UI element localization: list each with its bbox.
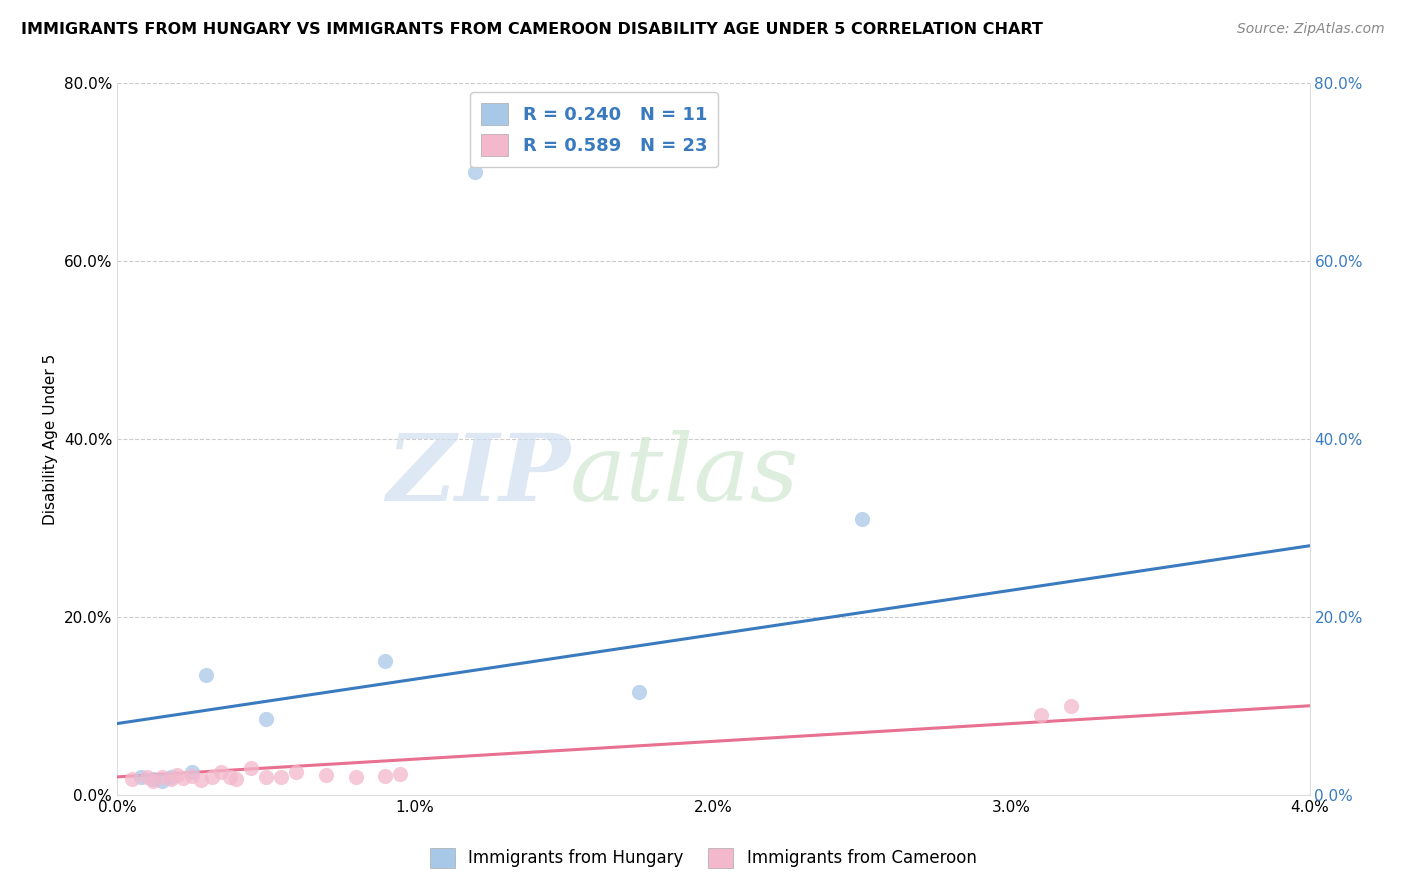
Point	[225, 772, 247, 786]
Point	[254, 770, 277, 784]
Point	[142, 772, 165, 786]
Point	[150, 770, 173, 784]
Point	[121, 772, 143, 786]
Legend: R = 0.240   N = 11, R = 0.589   N = 23: R = 0.240 N = 11, R = 0.589 N = 23	[470, 93, 718, 167]
Point	[627, 685, 650, 699]
Point	[166, 768, 188, 782]
Point	[284, 765, 307, 780]
Point	[142, 774, 165, 789]
Point	[135, 770, 157, 784]
Point	[851, 512, 873, 526]
Point	[180, 765, 202, 780]
Point	[195, 667, 218, 681]
Point	[254, 712, 277, 726]
Point	[209, 765, 232, 780]
Point	[150, 774, 173, 789]
Point	[180, 769, 202, 783]
Point	[219, 770, 242, 784]
Text: Source: ZipAtlas.com: Source: ZipAtlas.com	[1237, 22, 1385, 37]
Point	[159, 772, 181, 786]
Point	[270, 770, 292, 784]
Point	[190, 773, 212, 788]
Point	[344, 770, 367, 784]
Text: ZIP: ZIP	[385, 430, 571, 520]
Point	[201, 770, 224, 784]
Point	[315, 768, 337, 782]
Point	[374, 769, 396, 783]
Point	[240, 761, 263, 775]
Legend: Immigrants from Hungary, Immigrants from Cameroon: Immigrants from Hungary, Immigrants from…	[423, 841, 983, 875]
Point	[389, 767, 412, 781]
Point	[464, 165, 486, 179]
Text: IMMIGRANTS FROM HUNGARY VS IMMIGRANTS FROM CAMEROON DISABILITY AGE UNDER 5 CORRE: IMMIGRANTS FROM HUNGARY VS IMMIGRANTS FR…	[21, 22, 1043, 37]
Point	[129, 770, 152, 784]
Text: atlas: atlas	[571, 430, 800, 520]
Point	[159, 770, 181, 784]
Point	[1060, 698, 1083, 713]
Point	[1031, 707, 1053, 722]
Point	[374, 654, 396, 668]
Point	[172, 771, 194, 785]
Y-axis label: Disability Age Under 5: Disability Age Under 5	[44, 353, 58, 524]
